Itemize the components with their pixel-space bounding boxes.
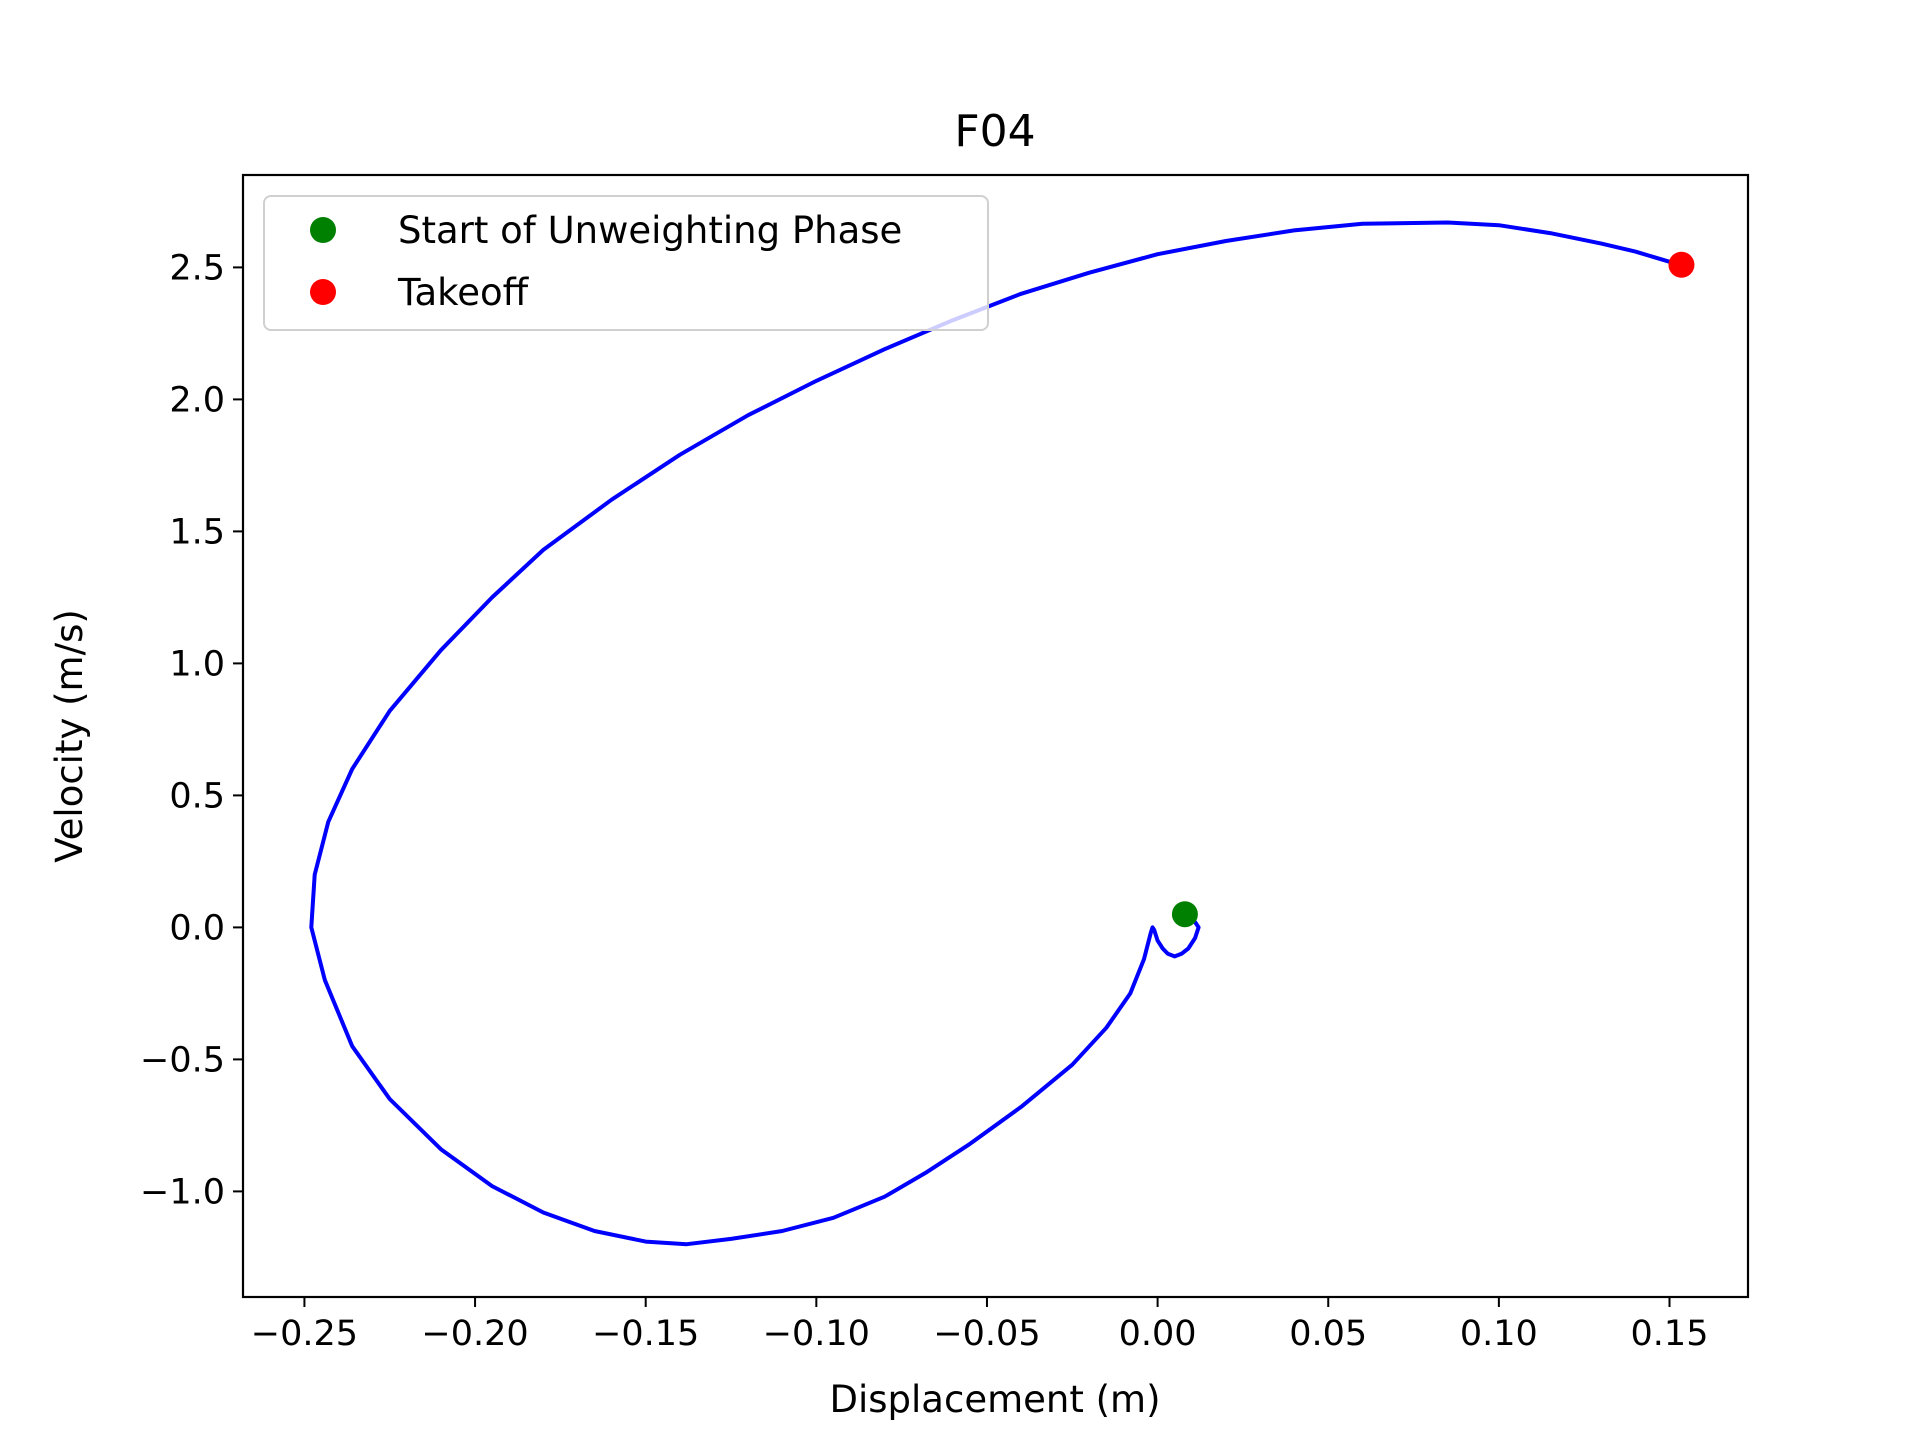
chart-title: F04 — [954, 106, 1035, 157]
y-tick-label: 0.5 — [169, 776, 225, 816]
x-tick-label: −0.05 — [933, 1314, 1040, 1354]
legend-label-takeoff: Takeoff — [397, 271, 530, 314]
legend-marker-unweighting — [310, 217, 336, 243]
x-tick-label: 0.15 — [1631, 1314, 1709, 1354]
y-axis: −1.0 −0.5 0.0 0.5 1.0 1.5 2.0 2.5 — [140, 248, 243, 1212]
legend-box — [263, 195, 989, 331]
series-line-0 — [309, 220, 1682, 1247]
y-tick-label: 1.5 — [169, 512, 225, 552]
legend: Start of Unweighting Phase Takeoff — [263, 195, 989, 331]
marker-point-0 — [1171, 901, 1198, 928]
y-tick-label: 1.0 — [169, 644, 225, 684]
x-tick-label: −0.15 — [592, 1314, 699, 1354]
x-tick-label: 0.10 — [1460, 1314, 1538, 1354]
axes-frame — [241, 173, 1750, 1299]
y-tick-label: −0.5 — [140, 1040, 225, 1080]
x-tick-label: −0.25 — [251, 1314, 358, 1354]
x-axis-label: Displacement (m) — [829, 1378, 1160, 1421]
y-axis-label: Velocity (m/s) — [48, 609, 91, 863]
plot-area — [309, 220, 1695, 1247]
legend-label-unweighting: Start of Unweighting Phase — [398, 209, 902, 252]
x-axis: −0.25 −0.20 −0.15 −0.10 −0.05 0.00 0.05 0.10 0.1… — [251, 1297, 1709, 1354]
y-tick-label: 2.0 — [169, 380, 225, 420]
y-tick-label: 0.0 — [169, 908, 225, 948]
legend-marker-takeoff — [310, 279, 336, 305]
y-tick-label: −1.0 — [140, 1172, 225, 1212]
x-tick-label: 0.05 — [1289, 1314, 1367, 1354]
x-tick-label: 0.00 — [1119, 1314, 1197, 1354]
x-tick-label: −0.20 — [421, 1314, 528, 1354]
marker-point-1 — [1668, 251, 1695, 278]
y-tick-label: 2.5 — [169, 248, 225, 288]
x-tick-label: −0.10 — [763, 1314, 870, 1354]
